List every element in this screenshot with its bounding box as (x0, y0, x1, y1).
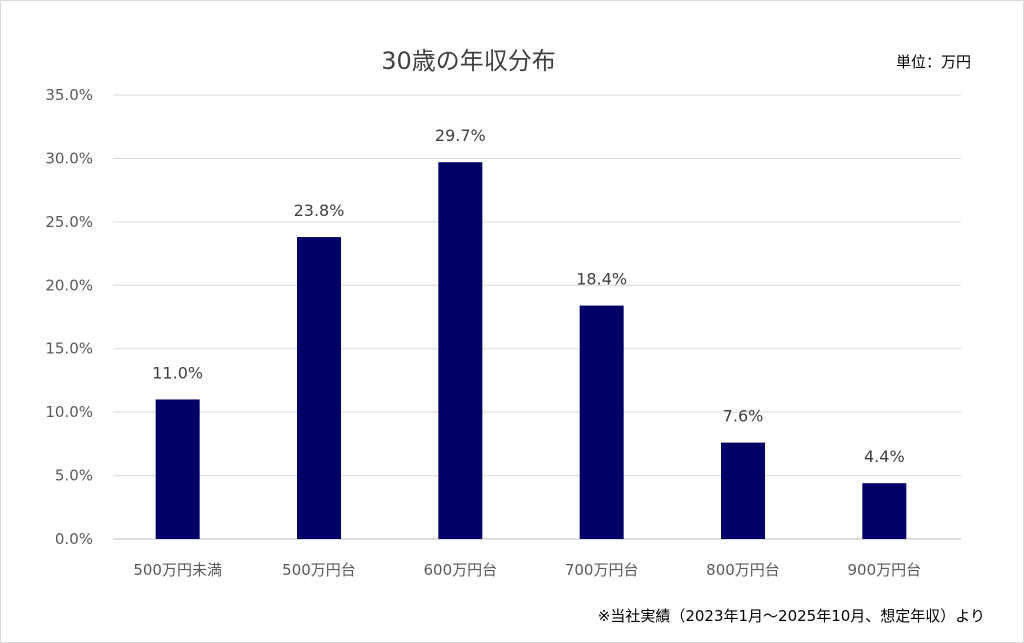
x-tick-label: 500万円未満 (133, 561, 222, 579)
y-tick-label: 20.0% (45, 276, 93, 294)
x-tick-label: 600万円台 (424, 561, 498, 579)
bar (862, 483, 907, 539)
y-tick-label: 5.0% (55, 467, 93, 485)
y-tick-label: 15.0% (45, 340, 93, 358)
y-tick-label: 30.0% (45, 149, 93, 167)
data-label: 23.8% (294, 201, 345, 220)
y-tick-label: 35.0% (45, 86, 93, 104)
x-tick-label: 900万円台 (848, 561, 922, 579)
data-label: 29.7% (435, 126, 486, 145)
bar (721, 442, 765, 539)
bar (297, 237, 341, 539)
unit-label: 単位：万円 (895, 53, 971, 71)
y-tick-label: 10.0% (45, 403, 93, 421)
data-label: 18.4% (576, 270, 627, 289)
footnote: ※当社実績（2023年1月～2025年10月、想定年収）より (597, 607, 985, 625)
data-label: 4.4% (864, 447, 905, 466)
data-label: 7.6% (723, 407, 764, 426)
x-tick-label: 500万円台 (282, 561, 356, 579)
chart-title: 30歳の年収分布 (381, 47, 556, 75)
x-tick-label: 800万円台 (706, 561, 780, 579)
bar (155, 399, 200, 539)
data-label: 11.0% (152, 363, 203, 382)
y-tick-label: 0.0% (55, 530, 93, 548)
y-tick-label: 25.0% (45, 213, 93, 231)
bar (438, 162, 483, 539)
x-tick-label: 700万円台 (565, 561, 639, 579)
bar (579, 305, 624, 539)
